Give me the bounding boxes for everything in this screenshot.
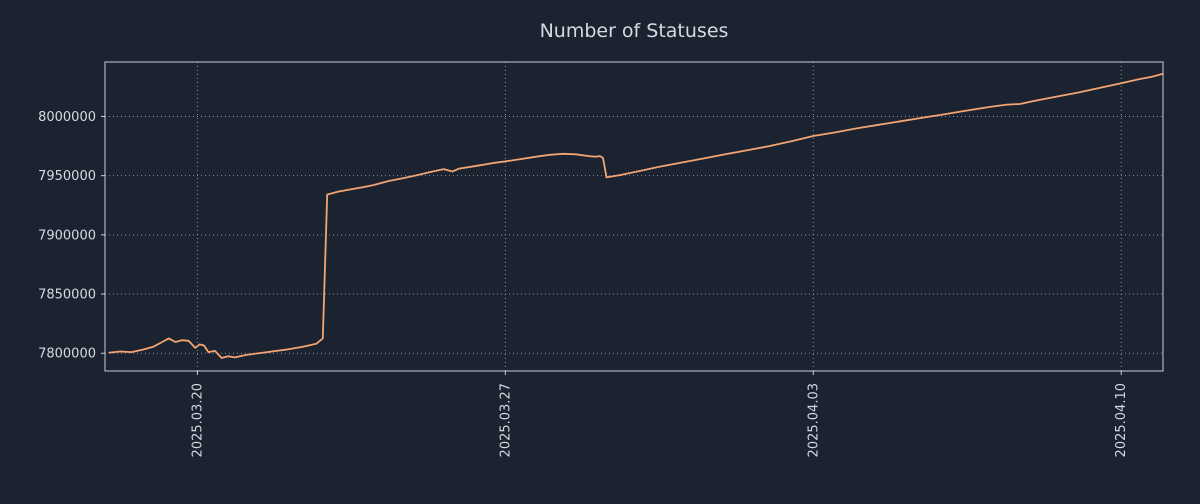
y-tick-label: 8000000	[38, 110, 96, 125]
axis-tick-marks	[101, 115, 1122, 375]
series-lines	[108, 72, 1164, 359]
axis-tick-labels: 7800000 7850000 7900000 7950000 8000000 2025.…	[38, 110, 1129, 457]
gridlines	[105, 62, 1163, 371]
y-tick-label: 7800000	[38, 347, 96, 362]
plot-area-border	[104, 61, 1164, 372]
x-tick-label: 2025.03.20	[190, 383, 205, 457]
x-tick-label: 2025.04.03	[806, 383, 821, 457]
statuses-series-line	[108, 72, 1164, 359]
chart-title: Number of Statuses	[540, 20, 729, 42]
y-tick-label: 7900000	[38, 228, 96, 243]
y-tick-label: 7850000	[38, 288, 96, 303]
x-tick-label: 2025.04.10	[1114, 383, 1129, 457]
x-tick-label: 2025.03.27	[498, 383, 513, 457]
y-tick-label: 7950000	[38, 169, 96, 184]
